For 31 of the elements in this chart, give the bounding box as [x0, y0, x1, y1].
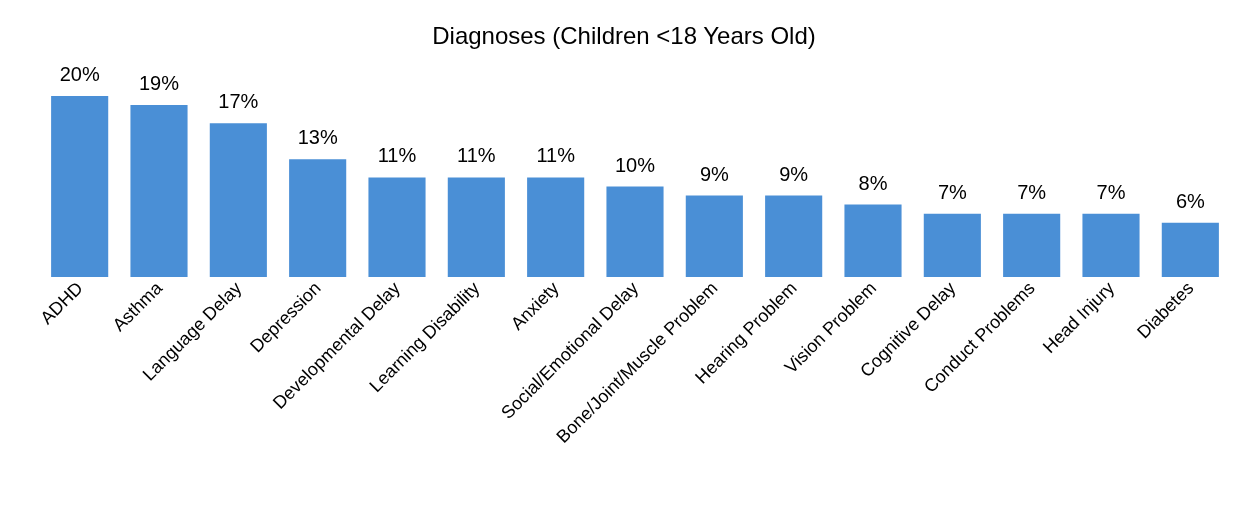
chart-title: Diagnoses (Children <18 Years Old) [432, 21, 816, 49]
bar [1161, 222, 1219, 277]
data-label: 13% [297, 126, 338, 149]
bar [606, 186, 664, 277]
bar [844, 204, 902, 277]
data-label: 17% [218, 90, 259, 113]
bar [447, 177, 505, 277]
bar [209, 123, 267, 277]
data-label: 7% [1017, 180, 1047, 203]
bar [289, 159, 347, 277]
data-label: 6% [1175, 189, 1205, 212]
data-label: 8% [858, 171, 888, 194]
bar [765, 195, 823, 277]
data-label: 11% [377, 144, 417, 167]
bar [130, 105, 188, 277]
data-label: 11% [457, 144, 496, 167]
bar [923, 213, 981, 277]
bar [1003, 213, 1061, 277]
data-label: 10% [614, 153, 656, 176]
data-label: 9% [779, 162, 809, 185]
data-label: 11% [536, 144, 576, 167]
bar [527, 177, 585, 277]
bar [368, 177, 426, 277]
data-label: 20% [59, 63, 100, 85]
bar [1082, 213, 1140, 277]
data-label: 19% [138, 72, 180, 95]
data-label: 7% [1096, 180, 1126, 203]
bar [685, 195, 743, 277]
data-label: 9% [699, 162, 729, 185]
bar [51, 96, 109, 277]
data-label: 7% [937, 180, 967, 203]
